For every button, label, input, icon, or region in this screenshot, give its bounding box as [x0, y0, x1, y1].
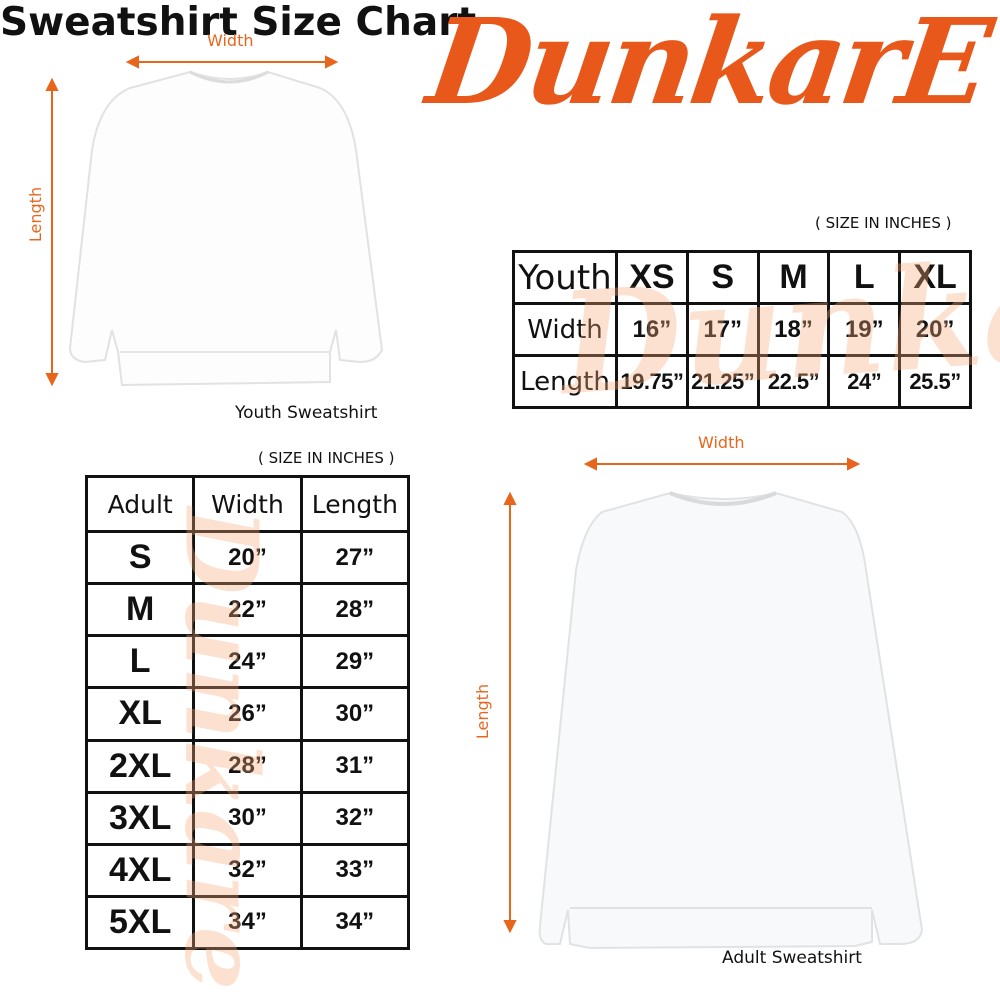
- table-header-row: Adult Width Length: [84, 474, 411, 534]
- table-row: Width 16” 17” 18” 19” 20”: [512, 302, 972, 357]
- page-title: Sweatshirt Size Chart: [0, 0, 477, 45]
- adult-width-arrow: [583, 457, 861, 471]
- header-cell: Adult: [84, 474, 196, 534]
- adult-size-table: Adult Width Length S 20” 27” M 22” 28” L 24” 29” XL 2…: [84, 474, 411, 951]
- value-cell: 25.5”: [898, 354, 972, 409]
- value-cell: 26”: [192, 686, 303, 742]
- row-label-cell: 2XL: [84, 738, 196, 794]
- value-cell: 34”: [299, 894, 411, 951]
- youth-width-arrow: [125, 55, 339, 69]
- value-cell: 20”: [192, 530, 303, 586]
- youth-length-arrow: [45, 77, 59, 387]
- header-cell: XS: [615, 250, 689, 305]
- value-cell: 22”: [192, 582, 303, 638]
- header-cell: XL: [898, 250, 972, 305]
- header-cell: M: [756, 250, 831, 305]
- value-cell: 32”: [192, 842, 303, 898]
- row-label-cell: 3XL: [84, 790, 196, 846]
- row-label-cell: L: [84, 634, 196, 690]
- table-row: S 20” 27”: [84, 530, 411, 586]
- brand-logo: DunkarE: [420, 0, 997, 131]
- value-cell: 31”: [299, 738, 411, 794]
- table-row: 4XL 32” 33”: [84, 842, 411, 898]
- table-row: 3XL 30” 32”: [84, 790, 411, 846]
- value-cell: 24”: [192, 634, 303, 690]
- adult-width-label: Width: [698, 433, 745, 452]
- row-label-cell: XL: [84, 686, 196, 742]
- value-cell: 30”: [299, 686, 411, 742]
- value-cell: 19.75”: [615, 354, 689, 409]
- header-cell: Youth: [512, 250, 618, 305]
- row-label-cell: 5XL: [84, 894, 196, 951]
- value-cell: 33”: [299, 842, 411, 898]
- row-label-cell: Length: [512, 354, 618, 409]
- header-cell: Width: [192, 474, 303, 534]
- row-label-cell: M: [84, 582, 196, 638]
- value-cell: 16”: [615, 302, 689, 357]
- header-cell: Length: [299, 474, 411, 534]
- youth-width-label: Width: [207, 31, 254, 50]
- value-cell: 17”: [685, 302, 760, 357]
- table-row: 5XL 34” 34”: [84, 894, 411, 951]
- value-cell: 27”: [299, 530, 411, 586]
- row-label-cell: 4XL: [84, 842, 196, 898]
- value-cell: 30”: [192, 790, 303, 846]
- header-cell: S: [685, 250, 760, 305]
- table-row: 2XL 28” 31”: [84, 738, 411, 794]
- value-cell: 24”: [827, 354, 902, 409]
- value-cell: 32”: [299, 790, 411, 846]
- table-row: Length 19.75” 21.25” 22.5” 24” 25.5”: [512, 354, 972, 409]
- youth-unit-note: ( SIZE IN INCHES ): [815, 214, 952, 232]
- row-label-cell: S: [84, 530, 196, 586]
- value-cell: 19”: [827, 302, 902, 357]
- value-cell: 28”: [299, 582, 411, 638]
- value-cell: 34”: [192, 894, 303, 951]
- value-cell: 29”: [299, 634, 411, 690]
- table-row: L 24” 29”: [84, 634, 411, 690]
- youth-sweatshirt-graphic: [45, 55, 384, 387]
- adult-unit-note: ( SIZE IN INCHES ): [258, 449, 395, 467]
- value-cell: 22.5”: [756, 354, 831, 409]
- value-cell: 18”: [756, 302, 831, 357]
- value-cell: 20”: [898, 302, 972, 357]
- header-cell: L: [827, 250, 902, 305]
- adult-caption: Adult Sweatshirt: [722, 948, 862, 968]
- value-cell: 21.25”: [685, 354, 760, 409]
- adult-sweatshirt-graphic: [503, 457, 924, 950]
- table-row: M 22” 28”: [84, 582, 411, 638]
- adult-length-arrow: [503, 491, 517, 934]
- table-row: XL 26” 30”: [84, 686, 411, 742]
- row-label-cell: Width: [512, 302, 618, 357]
- youth-size-table: Youth XS S M L XL Width 16” 17” 18” 19” 20” Length 19…: [512, 250, 972, 409]
- youth-caption: Youth Sweatshirt: [235, 403, 378, 423]
- table-header-row: Youth XS S M L XL: [512, 250, 972, 305]
- value-cell: 28”: [192, 738, 303, 794]
